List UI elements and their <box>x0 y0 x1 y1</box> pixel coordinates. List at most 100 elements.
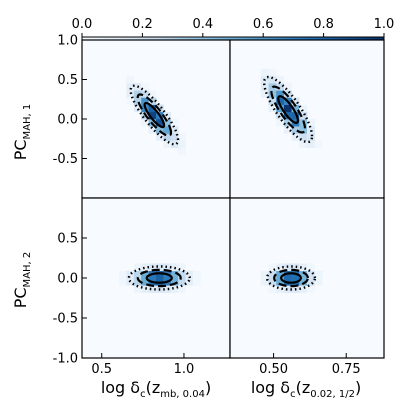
heatmap-cell <box>268 97 277 105</box>
heatmap-cell <box>260 270 269 279</box>
heatmap-cell <box>126 97 135 105</box>
heatmap-cell <box>141 119 149 127</box>
heatmap-cell <box>268 68 277 77</box>
heatmap-cell <box>170 119 179 127</box>
heatmap-cell <box>163 133 172 141</box>
heatmap-cell <box>170 278 179 286</box>
contour-outer-dotted <box>262 75 314 144</box>
heatmap-cell <box>141 97 149 105</box>
heatmap-cell <box>170 270 179 279</box>
contour-inner-solid <box>280 272 302 284</box>
heatmap-cell <box>163 126 172 134</box>
heatmap-cell <box>133 104 142 113</box>
heatmap-cell <box>291 263 300 272</box>
heatmap-cell <box>276 83 285 91</box>
heatmap-cell <box>119 278 127 286</box>
heatmap-cell <box>126 83 135 91</box>
x-tick-label: 1.0 <box>174 362 195 377</box>
heatmap-cell <box>291 104 300 113</box>
heatmap-cell <box>178 133 186 141</box>
heatmap-cell <box>178 140 186 149</box>
heatmap-cell <box>178 263 186 272</box>
heatmap-cell <box>299 278 308 286</box>
heatmap-cell <box>156 104 164 113</box>
heatmap-cell <box>133 97 142 105</box>
heatmap-cell <box>276 111 285 120</box>
heatmap-cell <box>260 278 269 286</box>
heatmap-cell <box>178 278 186 286</box>
heatmap-cell <box>283 126 292 134</box>
heatmap-cell <box>276 97 285 105</box>
y-tick-label: 0.0 <box>57 113 78 128</box>
colorbar-tick-label: 1.0 <box>374 17 395 32</box>
heatmap-cell <box>276 278 285 286</box>
contour-mid-dashed <box>136 93 173 137</box>
heatmap-cell <box>307 126 315 134</box>
heatmap-cell <box>307 278 315 286</box>
heatmap-cell <box>260 68 269 77</box>
y-tick-label: -0.5 <box>53 152 78 167</box>
heatmap-cell <box>141 285 149 293</box>
heatmap-cell <box>133 285 142 293</box>
contour-mid-dashed <box>273 268 310 288</box>
heatmap-cell <box>193 278 201 286</box>
heatmap-cell <box>185 270 194 279</box>
heatmap-cell <box>299 104 308 113</box>
colorbar-tick-label: 0.2 <box>132 17 153 32</box>
heatmap-cell <box>314 278 323 286</box>
contour-mid-dashed <box>136 268 182 288</box>
heatmap-cell <box>299 126 308 134</box>
heatmap-cell <box>314 270 323 279</box>
heatmap-cell <box>170 133 179 141</box>
heatmap-cell <box>268 278 277 286</box>
panel-top-right <box>229 39 385 199</box>
heatmap-cell <box>163 263 172 272</box>
heatmap-cell <box>193 270 201 279</box>
x-tick-label: 0.75 <box>332 362 361 377</box>
heatmap-cell <box>178 270 186 279</box>
y-tick-label: 0.5 <box>57 232 78 247</box>
contour-inner-solid <box>145 272 173 284</box>
panel-bottom-right <box>229 197 385 359</box>
y-tick-label: -0.5 <box>53 312 78 327</box>
panel-bottom-left <box>81 197 231 359</box>
heatmap-cell <box>283 90 292 98</box>
contour-inner-solid <box>277 95 299 125</box>
heatmap-cell <box>268 270 277 279</box>
heatmap-cell <box>133 90 142 98</box>
panel-top-left <box>81 39 231 199</box>
heatmap-cell <box>268 75 277 84</box>
heatmap-cell <box>299 111 308 120</box>
heatmap-cell <box>163 285 172 293</box>
heatmap-cell <box>163 119 172 127</box>
heatmap-cell <box>276 119 285 127</box>
heatmap-cell <box>141 263 149 272</box>
heatmap-cell <box>126 75 135 84</box>
colorbar-tick-label: 0.6 <box>253 17 274 32</box>
heatmap-cell <box>276 75 285 84</box>
heatmap-cell <box>148 126 157 134</box>
heatmap-cell <box>276 90 285 98</box>
colorbar-tick-label: 0.8 <box>313 17 334 32</box>
heatmap-cell <box>260 83 269 91</box>
colorbar-ticks: 0.0 0.2 0.4 0.6 0.8 1.0 <box>72 17 395 37</box>
heatmap-cell <box>156 126 164 134</box>
heatmap-cell <box>178 147 186 156</box>
heatmap-cell <box>133 270 142 279</box>
x-tick-label: 0.5 <box>91 362 112 377</box>
heatmap-cell <box>276 285 285 293</box>
heatmap-cell <box>170 140 179 149</box>
heatmap-cell <box>283 104 292 113</box>
heatmap-cell <box>307 140 315 149</box>
heatmap-cell <box>283 285 292 293</box>
y-axis-label-top: PCMAH, 1 <box>11 104 33 161</box>
heatmap-cell <box>291 133 300 141</box>
heatmap-cell <box>148 285 157 293</box>
heatmap-cell <box>299 133 308 141</box>
y-tick-label: 0.0 <box>57 272 78 287</box>
heatmap-cell <box>299 140 308 149</box>
heatmap-cell <box>268 263 277 272</box>
heatmap-cell <box>268 285 277 293</box>
colorbar-tick-label: 0.4 <box>192 17 213 32</box>
